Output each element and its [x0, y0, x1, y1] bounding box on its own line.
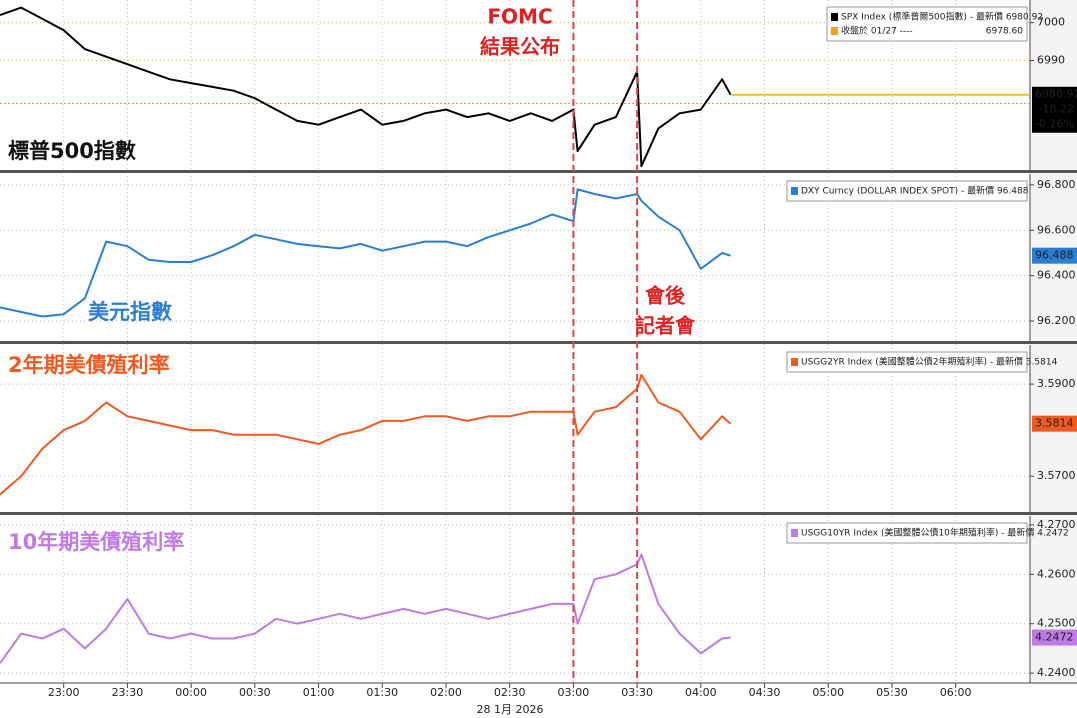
last-value-label: 96.488: [1035, 249, 1074, 262]
legend-box: [786, 522, 1028, 544]
y-tick-label: 4.2500: [1037, 617, 1076, 630]
x-tick-label: 00:00: [175, 686, 207, 699]
legend-label: SPX Index (標準普爾500指數) - 最新價 6980.92: [841, 11, 1043, 23]
x-tick-label: 03:30: [621, 686, 653, 699]
x-tick-label: 00:30: [239, 686, 271, 699]
event-label: 記者會: [635, 314, 696, 338]
legend-label: DXY Curncy (DOLLAR INDEX SPOT) - 最新價 96.…: [801, 185, 1029, 197]
legend-label: USGG10YR Index (美國整體公債10年期殖利率) - 最新價 4.2…: [801, 527, 1069, 539]
series-line: [0, 553, 731, 664]
last-value-badge: [1032, 247, 1077, 264]
legend-swatch: [791, 529, 798, 537]
legend-swatch: [791, 358, 798, 366]
legend-box: [826, 6, 1028, 42]
legend-label: 收盤於 01/27 ----: [841, 25, 913, 37]
panel-title: 2年期美債殖利率: [8, 353, 170, 377]
x-tick-label: 01:30: [366, 686, 398, 699]
event-label: 結果公布: [480, 35, 560, 59]
x-tick-label: 05:30: [876, 686, 908, 699]
x-tick-label: 23:30: [112, 686, 144, 699]
event-label: 會後: [645, 284, 686, 308]
last-value-badge: [1032, 629, 1077, 646]
y-tick-label: 7000: [1037, 16, 1065, 29]
legend-swatch: [831, 27, 838, 35]
panel-separator: [0, 341, 1077, 344]
y-tick-label: 96.200: [1037, 314, 1076, 327]
panel-title: 標普500指數: [8, 139, 136, 163]
panel-separator: [0, 170, 1077, 173]
x-tick-label: 23:00: [48, 686, 80, 699]
y-tick-label: 3.5900: [1037, 377, 1076, 390]
event-label: FOMC: [487, 5, 552, 29]
last-value-label: 6980.92: [1035, 88, 1077, 101]
x-tick-label: 06:00: [940, 686, 972, 699]
legend-swatch: [831, 13, 838, 21]
y-tick-label: 3.5700: [1037, 469, 1076, 482]
x-axis-label: 28 1月 2026: [477, 703, 544, 716]
badge-extra-label: -0.26%: [1035, 118, 1074, 131]
last-value-badge: [1032, 415, 1077, 432]
x-tick-label: 04:00: [685, 686, 717, 699]
x-tick-label: 01:00: [303, 686, 335, 699]
series-line: [0, 373, 732, 496]
y-tick-label: 4.2400: [1037, 666, 1076, 679]
badge-extra-label: -18.22: [1039, 103, 1074, 116]
legend-value: 6978.60: [986, 27, 1023, 37]
legend-box: [786, 351, 1028, 373]
y-tick-label: 6990: [1037, 53, 1065, 66]
x-tick-label: 02:30: [494, 686, 526, 699]
x-tick-label: 02:00: [430, 686, 462, 699]
y-tick-label: 96.800: [1037, 178, 1076, 191]
panel-title: 10年期美債殖利率: [8, 530, 184, 554]
x-tick-label: 05:00: [812, 686, 844, 699]
legend-label: USGG2YR Index (美國整體公債2年期殖利率) - 最新價 3.581…: [801, 356, 1058, 368]
legend-swatch: [791, 187, 798, 195]
panel-title: 美元指數: [88, 300, 172, 324]
panel-separator: [0, 512, 1077, 515]
y-tick-label: 4.2700: [1037, 518, 1076, 531]
legend-box: [786, 180, 1028, 202]
series-line: [0, 6, 732, 168]
y-tick-label: 4.2600: [1037, 567, 1076, 580]
last-value-badge: [1032, 86, 1077, 133]
y-tick-label: 96.600: [1037, 223, 1076, 236]
last-value-label: 3.5814: [1035, 417, 1074, 430]
series-line: [0, 188, 731, 318]
y-tick-label: 96.400: [1037, 269, 1076, 282]
x-tick-label: 03:00: [558, 686, 590, 699]
last-value-label: 4.2472: [1035, 631, 1074, 644]
x-tick-label: 04:30: [749, 686, 781, 699]
